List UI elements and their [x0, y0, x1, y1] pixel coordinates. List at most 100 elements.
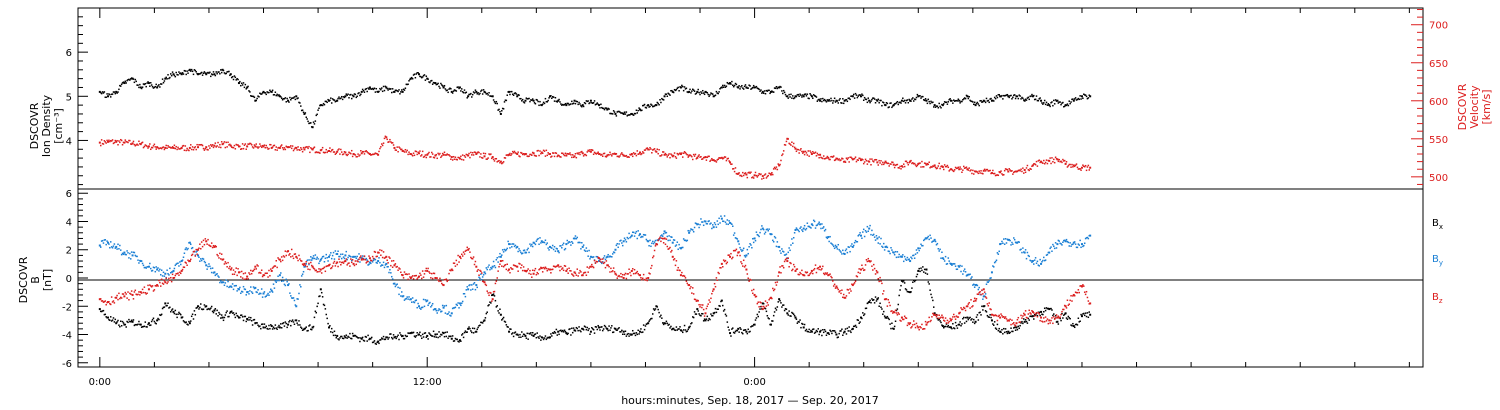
- bx-sample: [330, 327, 333, 330]
- velocity-sample: [291, 145, 294, 147]
- by-sample: [177, 262, 179, 264]
- by-sample: [838, 248, 840, 251]
- bx-sample: [754, 319, 757, 321]
- by-sample: [815, 224, 818, 227]
- by-sample: [583, 249, 586, 251]
- bx-sample: [853, 325, 856, 328]
- bx-sample: [108, 318, 110, 321]
- b-tick-label: 4: [66, 217, 72, 228]
- velocity-sample: [1067, 165, 1070, 167]
- density-sample: [561, 103, 564, 106]
- bx-sample: [898, 294, 900, 297]
- bx-sample: [163, 306, 166, 308]
- velocity-sample: [1070, 166, 1072, 168]
- bx-point: [287, 323, 290, 326]
- bx-sample: [452, 340, 455, 342]
- by-point: [180, 260, 183, 263]
- bx-sample: [711, 315, 713, 317]
- velocity-sample: [982, 172, 984, 175]
- by-point: [131, 254, 134, 257]
- density-sample: [160, 83, 162, 85]
- bx-point: [990, 319, 993, 322]
- bz-sample: [567, 272, 569, 274]
- bx-sample: [185, 321, 187, 323]
- velocity-point: [426, 153, 429, 156]
- bx-sample: [1033, 313, 1036, 316]
- velocity-sample: [416, 153, 418, 156]
- bx-sample: [1079, 320, 1081, 322]
- by-sample: [1045, 254, 1048, 256]
- bx-sample: [615, 329, 618, 331]
- by-sample: [145, 267, 147, 269]
- velocity-sample: [992, 169, 994, 172]
- bx-sample: [951, 327, 953, 330]
- density-sample: [486, 92, 488, 95]
- bx-sample: [325, 313, 328, 316]
- bz-sample: [144, 291, 147, 294]
- b-tick-label: 2: [66, 246, 72, 257]
- by-sample: [588, 249, 590, 252]
- by-sample: [831, 243, 833, 245]
- velocity-sample: [472, 154, 475, 156]
- density-sample: [326, 101, 328, 104]
- bx-sample: [919, 270, 921, 273]
- bx-sample: [110, 320, 113, 322]
- bx-sample: [178, 311, 180, 314]
- by-sample: [158, 270, 160, 272]
- by-sample: [801, 229, 803, 231]
- density-sample: [273, 93, 276, 96]
- by-sample: [592, 256, 595, 258]
- bx-sample: [383, 338, 386, 341]
- bz-sample: [360, 255, 362, 257]
- bx-sample: [451, 335, 454, 337]
- density-sample: [133, 81, 136, 84]
- velocity-sample: [392, 144, 395, 146]
- bz-sample: [160, 278, 163, 281]
- bx-sample: [564, 330, 567, 333]
- velocity-sample: [641, 152, 643, 155]
- velocity-sample: [673, 152, 676, 154]
- bx-sample: [216, 309, 218, 312]
- velocity-point: [745, 173, 748, 176]
- velocity-sample: [842, 158, 844, 160]
- density-sample: [453, 89, 456, 91]
- by-sample: [738, 243, 740, 245]
- bx-point: [401, 334, 404, 337]
- velocity-sample: [788, 142, 790, 145]
- bx-sample: [503, 320, 506, 323]
- by-sample: [935, 243, 938, 246]
- by-sample: [405, 297, 408, 300]
- bz-sample: [383, 257, 386, 259]
- by-sample: [805, 227, 808, 230]
- bx-sample: [430, 334, 432, 337]
- bz-point: [180, 269, 183, 272]
- bx-point: [385, 336, 388, 339]
- bz-point: [336, 261, 339, 264]
- velocity-sample: [1035, 160, 1038, 163]
- bx-sample: [593, 332, 596, 334]
- bx-sample: [783, 309, 786, 312]
- density-sample: [881, 104, 883, 107]
- by-sample: [1050, 246, 1052, 248]
- by-sample: [717, 223, 719, 226]
- by-sample: [995, 259, 998, 262]
- density-sample: [380, 87, 383, 89]
- density-sample: [962, 98, 964, 101]
- bx-sample: [727, 326, 729, 328]
- velocity-sample: [335, 152, 338, 155]
- by-sample: [956, 268, 959, 270]
- velocity-sample: [975, 170, 978, 173]
- velocity-sample: [290, 147, 293, 150]
- density-sample: [707, 93, 709, 96]
- bx-sample: [301, 329, 304, 331]
- density-point: [532, 99, 535, 102]
- density-sample: [210, 75, 212, 78]
- velocity-sample: [222, 142, 225, 145]
- velocity-sample: [240, 148, 242, 151]
- velocity-sample: [607, 153, 609, 156]
- density-sample: [787, 97, 789, 99]
- bx-sample: [661, 322, 664, 324]
- density-sample: [842, 98, 844, 100]
- density-point: [753, 86, 756, 89]
- by-sample: [320, 257, 323, 260]
